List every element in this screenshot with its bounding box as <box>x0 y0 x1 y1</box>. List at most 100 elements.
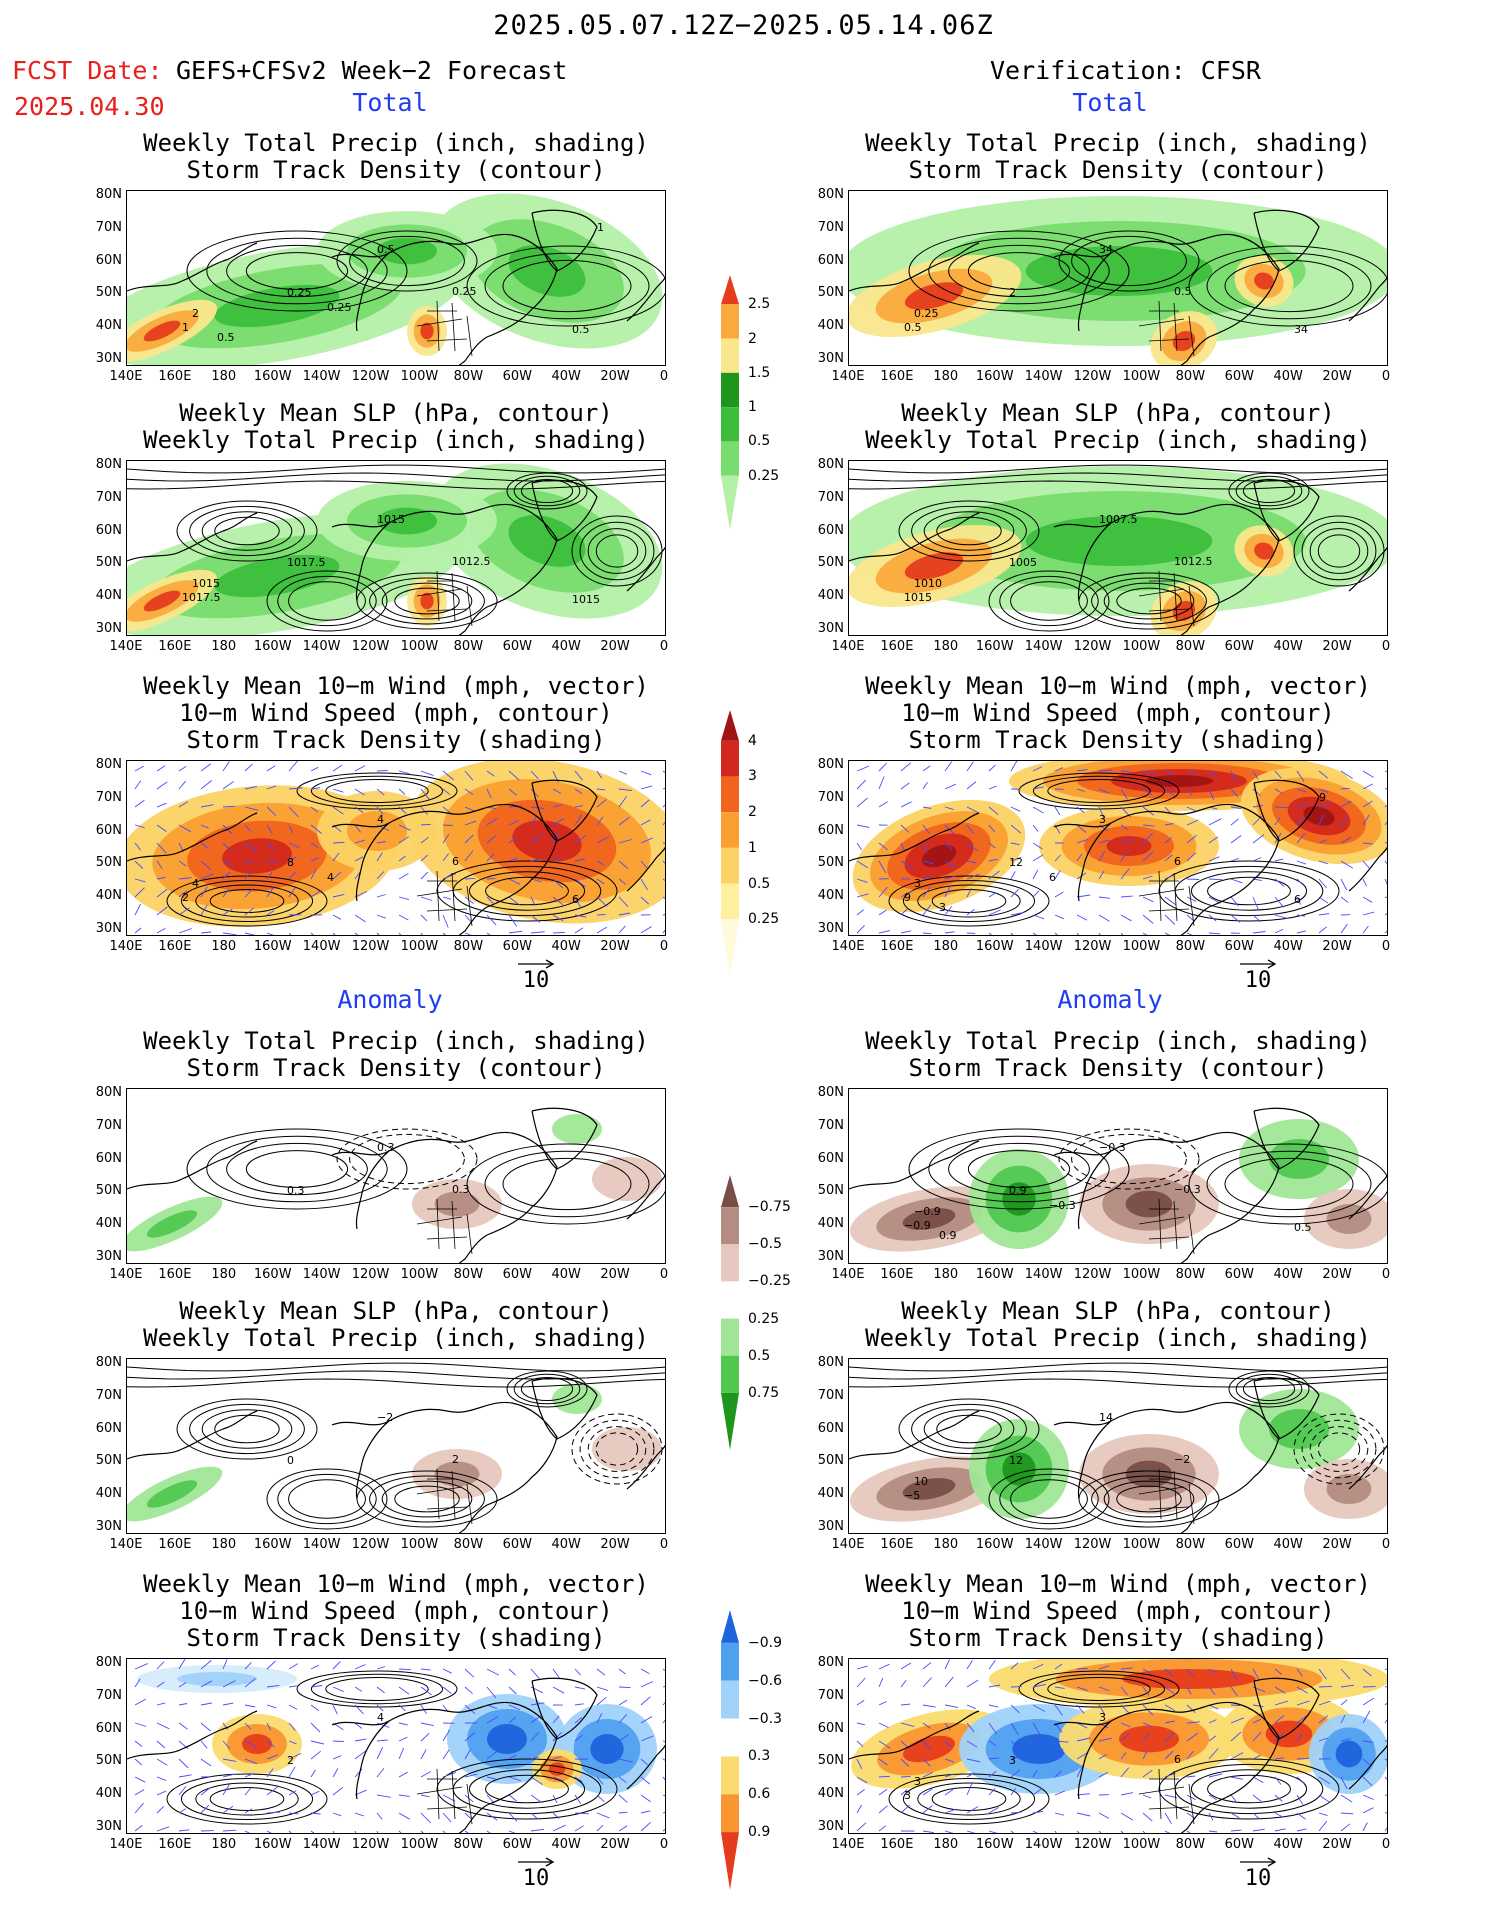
forecast-total-slp-lon-tick: 140E <box>109 639 143 654</box>
precip-max-plains <box>407 306 447 356</box>
anomaly-storm-high <box>532 1749 582 1789</box>
forecast-anomaly-slp-contour-label: 2 <box>452 1453 459 1466</box>
forecast-total-wind-lat-tick: 70N <box>95 789 122 805</box>
forecast-total-precip-lon-tick: 140W <box>302 369 341 384</box>
verification-anomaly-wind-contour-label: 3 <box>904 1789 911 1802</box>
verification-total-precip: 34 2 0.5 0.25 0.5 34 <box>848 190 1388 366</box>
verification-anomaly-wind-lon-tick: 40W <box>1273 1837 1303 1852</box>
verification-anomaly-slp-lon-tick: 120W <box>1073 1537 1112 1552</box>
forecast-anomaly-slp: −2 0 2 <box>126 1358 666 1534</box>
forecast-total-precip-lon-tick: 20W <box>600 369 630 384</box>
forecast-total-slp-lat-tick: 60N <box>95 522 122 538</box>
precip-max-southeast <box>1150 311 1218 365</box>
verification-total-precip-contour-label: 34 <box>1099 243 1113 256</box>
forecast-anomaly-wind-lon-tick: 100W <box>400 1837 439 1852</box>
forecast-anomaly-wind-lat-tick: 80N <box>95 1655 122 1670</box>
colorbar-storm-anomaly-label: 0.9 <box>748 1824 771 1841</box>
forecast-total-wind-lon-tick: 180 <box>211 939 237 954</box>
forecast-date: 2025.04.30 <box>14 92 165 121</box>
colorbar-storm-anomaly-label: −0.9 <box>748 1634 782 1651</box>
coastline <box>1253 779 1320 842</box>
verification-total-slp: 1007.5 1005 1012.5 1010 1015 <box>848 460 1388 636</box>
verification-anomaly-precip-contour-label: 0.9 <box>1009 1184 1027 1197</box>
verification-total-precip-lon-tick: 100W <box>1122 369 1161 384</box>
coastline <box>849 242 980 292</box>
forecast-total-slp-lon-tick: 60W <box>502 639 532 654</box>
forecast-total-wind-lon-tick: 160W <box>253 939 292 954</box>
colorbar-precip-anomaly-label: −0.5 <box>748 1236 782 1253</box>
verification-total-wind-contour-label: 12 <box>1009 856 1023 869</box>
verification-total-slp-lon-tick: 0 <box>1381 639 1391 654</box>
verification-anomaly-wind-lon-tick: 20W <box>1322 1837 1352 1852</box>
anomaly-dry-pacific <box>850 1186 1008 1252</box>
state-borders <box>416 570 473 627</box>
colorbar-precip-anomaly-label: −0.25 <box>748 1273 791 1290</box>
forecast-anomaly-precip-lon-tick: 160E <box>158 1267 192 1282</box>
coastline <box>1348 1444 1387 1490</box>
anomaly-dry-us <box>1079 1164 1219 1244</box>
colorbar-storm-total-label: 2 <box>748 804 757 821</box>
colorbar-storm-total-cap-bottom <box>721 919 739 975</box>
verification-anomaly-precip-contour-label: −0.3 <box>1099 1141 1126 1154</box>
forecast-anomaly-slp-title-line: Weekly Total Precip (inch, shading) <box>143 1324 649 1352</box>
forecast-anomaly-precip-lon-tick: 60W <box>502 1267 532 1282</box>
forecast-anomaly-precip-lon-tick: 100W <box>400 1267 439 1282</box>
verification-anomaly-slp-lat-tick: 40N <box>817 1486 844 1502</box>
verification-total-precip-lon-tick: 40W <box>1273 369 1303 384</box>
forecast-anomaly-slp-lon-tick: 120W <box>351 1537 390 1552</box>
forecast-total-wind-contour-label: 6 <box>452 855 459 868</box>
verification-anomaly-slp-lat-tick: 30N <box>817 1519 844 1534</box>
forecast-anomaly-precip: 0.3 0.3 0.3 <box>126 1088 666 1264</box>
forecast-total-wind-contour-label: 4 <box>192 877 199 890</box>
colorbar-storm-total-label: 0.5 <box>748 875 771 892</box>
forecast-anomaly-slp-contour-label: 0 <box>287 1454 294 1467</box>
verification-anomaly-wind-lat-tick: 80N <box>817 1655 844 1670</box>
forecast-anomaly-wind-lon-tick: 160E <box>158 1837 192 1852</box>
vector-reference-value: 10 <box>1244 1866 1272 1891</box>
verification-anomaly-slp-map: 14 12 −2 10−5 <box>849 1362 1387 1533</box>
verification-total-slp-contour-label: 1005 <box>1009 556 1037 569</box>
verification-anomaly-precip-title-line: Storm Track Density (contour) <box>908 1054 1328 1082</box>
forecast-anomaly-wind-lon-tick: 60W <box>502 1837 532 1852</box>
forecast-total-slp-contour-label: 1015 <box>572 593 600 606</box>
precip-band-atlantic <box>431 463 663 619</box>
verification-total-wind-lon-tick: 140W <box>1024 939 1063 954</box>
verification-total-precip-lat-tick: 30N <box>817 351 844 366</box>
verification-total-wind-contour-label: 3 <box>1099 813 1106 826</box>
state-borders <box>1138 1768 1195 1825</box>
precip-max-japan <box>127 569 218 633</box>
vector-reference-arrow <box>1240 1857 1277 1867</box>
forecast-anomaly-wind-lon-tick: 160W <box>253 1837 292 1852</box>
forecast-total-slp-lon-tick: 160W <box>253 639 292 654</box>
colorbar-precip-anomaly-label: −0.75 <box>748 1199 791 1216</box>
verification-anomaly-wind-lat-tick: 50N <box>817 1753 844 1769</box>
verification-total-precip-map: 342 0.50.250.5 34 <box>849 196 1387 365</box>
forecast-anomaly-precip-contour-label: 0.3 <box>377 1141 395 1154</box>
forecast-anomaly-slp-lat-tick: 30N <box>95 1519 122 1534</box>
colorbar-precip-anomaly-cap-top <box>721 1175 739 1208</box>
verification-total-precip-title-line: Weekly Total Precip (inch, shading) <box>865 129 1371 157</box>
forecast-total-wind-contour-label: 8 <box>287 856 294 869</box>
coastline <box>626 1174 665 1220</box>
forecast-total-slp-contour-label: 1012.5 <box>452 555 491 568</box>
verification-anomaly-wind-lat-tick: 70N <box>817 1687 844 1703</box>
verification-total-slp-lon-tick: 140W <box>1024 639 1063 654</box>
anomaly-dry-east <box>412 1179 502 1229</box>
forecast-anomaly-wind-lat-tick: 40N <box>95 1786 122 1802</box>
verification-total-wind-lon-tick: 20W <box>1322 939 1352 954</box>
anomaly-dry-pacific <box>850 1456 1008 1522</box>
verification-total-slp-lon-tick: 160E <box>880 639 914 654</box>
colorbar-precip-total-segment <box>721 407 739 442</box>
verification-anomaly-precip-lat-tick: 70N <box>817 1117 844 1133</box>
verification-anomaly-precip-map: −0.3 0.9 −0.3 −0.9−0.9 0.5 −0.3 0.9 <box>849 1107 1387 1263</box>
verification-anomaly-slp-lon-tick: 140W <box>1024 1537 1063 1552</box>
forecast-total-slp: 1015 1017.5 1012.5 1015 1017.5 1015 <box>126 460 666 636</box>
forecast-anomaly-slp-lon-tick: 160E <box>158 1537 192 1552</box>
state-borders <box>416 1198 473 1255</box>
coastline <box>331 233 558 365</box>
coastline <box>1253 479 1320 542</box>
colorbar-storm-total-cap-top <box>721 710 739 741</box>
section-total-right: Total <box>1072 88 1148 117</box>
anomaly-dry-atlantic <box>592 1157 662 1201</box>
forecast-anomaly-slp-lat-tick: 60N <box>95 1420 122 1436</box>
